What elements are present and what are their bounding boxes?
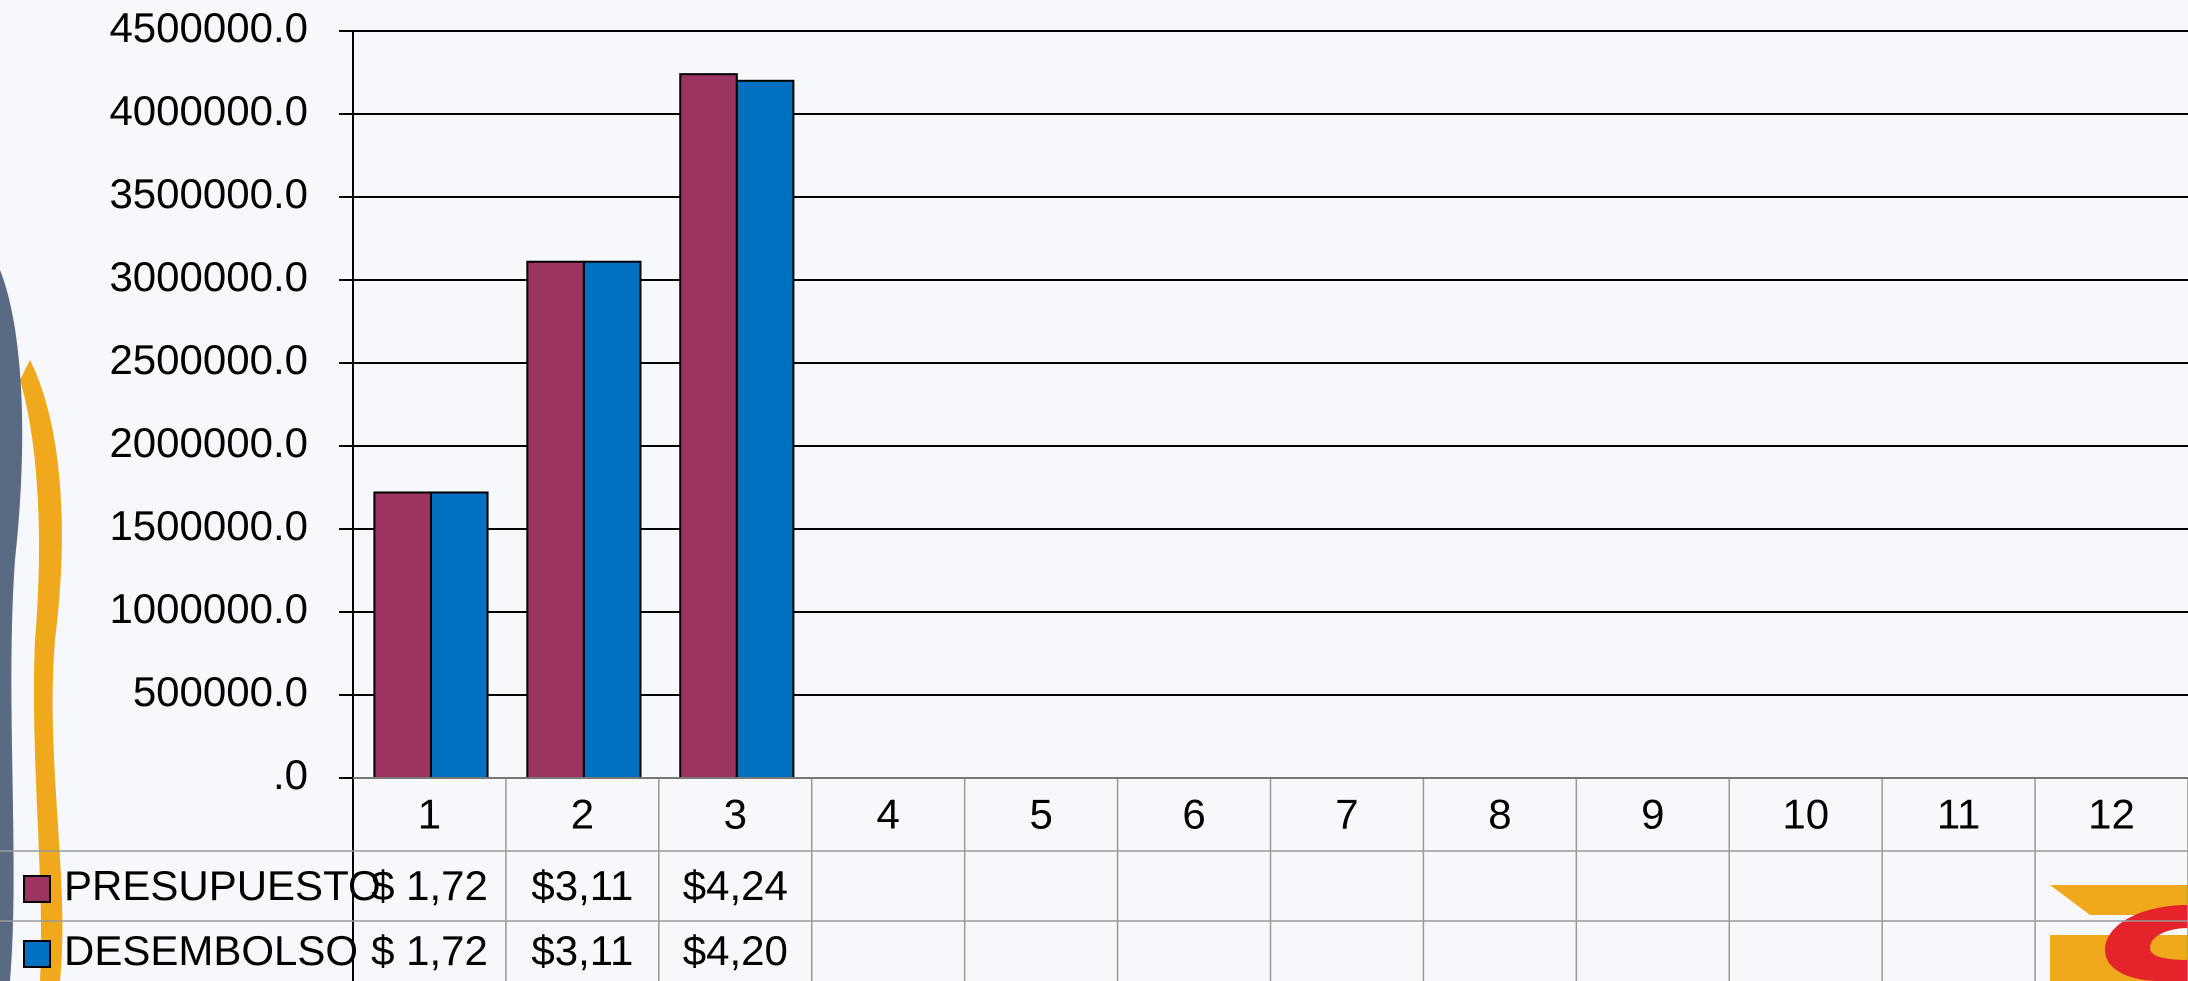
x-tick-label: 7 [1335, 791, 1358, 838]
data-label: $4,20 [683, 927, 788, 974]
y-tick-label: 3500000.0 [109, 170, 308, 217]
logo [2050, 885, 2188, 915]
y-tick-label: 3000000.0 [109, 253, 308, 300]
legend-label: PRESUPUESTO [64, 862, 381, 909]
x-tick-label: 5 [1029, 791, 1052, 838]
x-tick-label: 1 [418, 791, 441, 838]
x-tick-label: 2 [571, 791, 594, 838]
y-tick-label: 4000000.0 [109, 87, 308, 134]
x-tick-label: 9 [1641, 791, 1664, 838]
data-label: $ 1,72 [371, 862, 488, 909]
y-tick-label: .0 [273, 751, 308, 798]
data-label: $ 1,72 [371, 927, 488, 974]
bar [526, 260, 585, 779]
bar [735, 79, 795, 780]
bar [429, 491, 489, 779]
decoration [0, 270, 23, 981]
data-label: $3,11 [531, 927, 633, 974]
data-label: $4,24 [683, 862, 788, 909]
bar [582, 260, 642, 779]
y-tick-label: 1000000.0 [109, 585, 308, 632]
decoration [20, 360, 63, 981]
logo [2105, 905, 2188, 981]
y-tick-label: 4500000.0 [109, 4, 308, 51]
bar [373, 491, 432, 779]
y-tick-label: 500000.0 [133, 668, 308, 715]
x-tick-label: 10 [1782, 791, 1829, 838]
bar [679, 73, 738, 780]
x-tick-label: 8 [1488, 791, 1511, 838]
x-tick-label: 12 [2088, 791, 2135, 838]
legend-label: DESEMBOLSO [64, 927, 358, 974]
legend-swatch [23, 875, 51, 903]
y-tick-label: 2500000.0 [109, 336, 308, 383]
x-tick-label: 4 [877, 791, 900, 838]
x-tick-label: 3 [724, 791, 747, 838]
data-label: $3,11 [531, 862, 633, 909]
y-tick-label: 2000000.0 [109, 419, 308, 466]
x-tick-label: 6 [1182, 791, 1205, 838]
legend-swatch [23, 940, 51, 968]
y-tick-label: 1500000.0 [109, 502, 308, 549]
x-tick-label: 11 [1937, 791, 1981, 838]
